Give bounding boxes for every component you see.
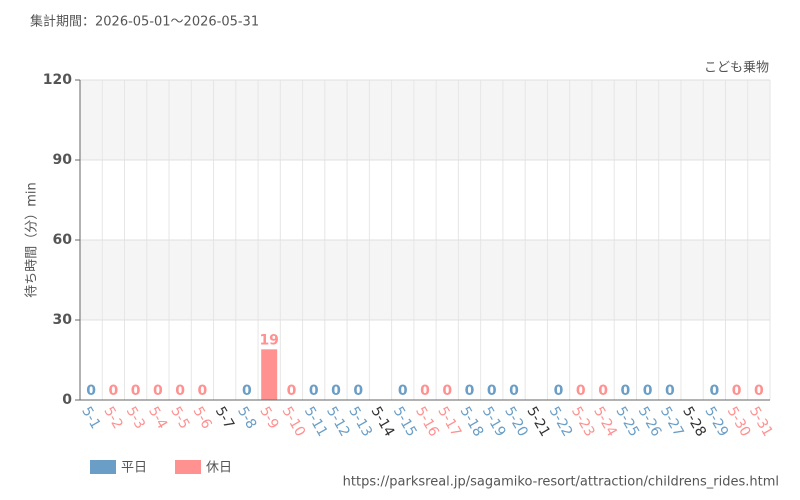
chart-title: 集計期間：2026-05-01～2026-05-31 xyxy=(30,14,259,30)
data-label: 0 xyxy=(153,383,163,399)
data-label: 19 xyxy=(259,332,278,348)
data-label: 0 xyxy=(131,383,141,399)
data-label: 0 xyxy=(86,383,96,399)
x-tick-label: 5-8 xyxy=(234,404,259,432)
x-tick-label: 5-5 xyxy=(167,404,192,432)
data-label: 0 xyxy=(665,383,675,399)
data-label: 0 xyxy=(643,383,653,399)
plot-band xyxy=(80,240,770,320)
y-tick-label: 90 xyxy=(53,152,73,168)
legend-swatch xyxy=(90,460,116,474)
data-label: 0 xyxy=(242,383,252,399)
data-label: 0 xyxy=(109,383,119,399)
y-tick-label: 120 xyxy=(43,72,72,88)
x-tick-label: 5-2 xyxy=(100,404,125,432)
bar xyxy=(261,349,278,400)
data-label: 0 xyxy=(709,383,719,399)
legend-swatch xyxy=(175,460,201,474)
legend-label: 平日 xyxy=(121,461,147,476)
data-label: 0 xyxy=(554,383,564,399)
chart-subtitle: こども乗物 xyxy=(704,61,769,76)
data-label: 0 xyxy=(198,383,208,399)
x-tick-label: 5-4 xyxy=(145,404,170,432)
x-tick-label: 5-31 xyxy=(746,404,776,440)
data-label: 0 xyxy=(509,383,519,399)
data-label: 0 xyxy=(420,383,430,399)
data-label: 0 xyxy=(175,383,185,399)
data-label: 0 xyxy=(576,383,586,399)
data-label: 0 xyxy=(331,383,341,399)
data-label: 0 xyxy=(442,383,452,399)
data-label: 0 xyxy=(732,383,742,399)
x-tick-label: 5-6 xyxy=(189,404,214,432)
legend-label: 休日 xyxy=(206,461,232,476)
data-label: 0 xyxy=(353,383,363,399)
data-label: 0 xyxy=(754,383,764,399)
data-label: 0 xyxy=(598,383,608,399)
x-tick-label: 5-1 xyxy=(78,404,103,432)
data-label: 0 xyxy=(487,383,497,399)
source-url: https://parksreal.jp/sagamiko-resort/att… xyxy=(343,475,779,490)
y-axis-label: 待ち時間（分）min xyxy=(25,182,40,298)
y-tick-label: 60 xyxy=(53,232,73,248)
data-label: 0 xyxy=(287,383,297,399)
data-label: 0 xyxy=(620,383,630,399)
x-tick-label: 5-9 xyxy=(256,404,281,432)
data-label: 0 xyxy=(465,383,475,399)
data-label: 0 xyxy=(309,383,319,399)
y-tick-label: 0 xyxy=(62,392,72,408)
x-tick-label: 5-7 xyxy=(212,404,237,432)
x-tick-label: 5-3 xyxy=(123,404,148,432)
plot-band xyxy=(80,80,770,160)
y-tick-label: 30 xyxy=(53,312,73,328)
data-label: 0 xyxy=(398,383,408,399)
